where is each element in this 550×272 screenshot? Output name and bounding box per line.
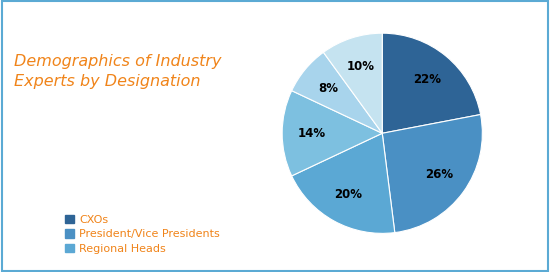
Text: 20%: 20%	[334, 188, 362, 201]
Wedge shape	[292, 52, 382, 133]
Wedge shape	[323, 33, 382, 133]
Wedge shape	[282, 91, 382, 176]
Text: 8%: 8%	[318, 82, 338, 95]
Text: 10%: 10%	[346, 60, 375, 73]
Text: Demographics of Industry
Experts by Designation: Demographics of Industry Experts by Desi…	[14, 54, 221, 89]
Wedge shape	[382, 33, 481, 133]
Text: 14%: 14%	[298, 127, 326, 140]
Wedge shape	[292, 133, 395, 233]
Legend: CXOs, President/Vice Presidents, Regional Heads: CXOs, President/Vice Presidents, Regiona…	[60, 210, 224, 258]
Text: 22%: 22%	[413, 73, 441, 86]
Wedge shape	[382, 115, 482, 233]
Text: 26%: 26%	[425, 168, 453, 181]
